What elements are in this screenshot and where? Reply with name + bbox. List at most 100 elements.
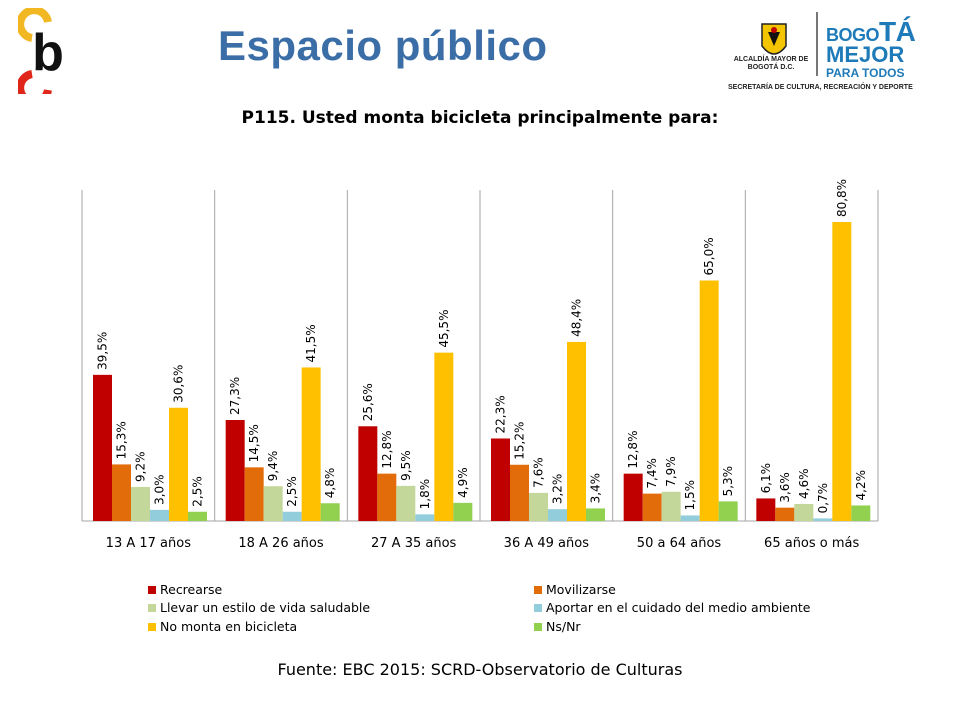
legend-label: Ns/Nr <box>546 619 581 634</box>
bar <box>93 374 112 521</box>
source-note: Fuente: EBC 2015: SCRD-Observatorio de C… <box>277 660 683 679</box>
x-tick-label: 13 A 17 años <box>106 536 192 551</box>
bar <box>263 486 283 521</box>
data-label: 3,4% <box>589 473 603 504</box>
page-title: Espacio público <box>218 22 548 69</box>
data-label: 45,5% <box>437 310 451 348</box>
logo-yellow-arc <box>16 6 52 42</box>
data-label: 27,3% <box>228 377 242 415</box>
data-label: 9,4% <box>266 451 280 482</box>
data-label: 7,9% <box>664 456 678 487</box>
data-label: 1,5% <box>683 480 697 511</box>
bar <box>567 341 586 521</box>
x-tick-label: 65 años o más <box>764 536 859 551</box>
x-tick-label: 36 A 49 años <box>504 536 590 551</box>
data-label: 41,5% <box>304 324 318 362</box>
data-label: 15,2% <box>513 422 527 460</box>
bogota-para-todos: PARA TODOS <box>826 66 905 80</box>
data-label: 65,0% <box>702 237 716 275</box>
data-label: 39,5% <box>96 332 110 370</box>
legend-label: Movilizarse <box>546 582 616 597</box>
data-label: 4,8% <box>323 468 337 499</box>
bar <box>851 505 871 521</box>
bar <box>680 515 700 521</box>
bar <box>415 514 435 521</box>
legend-swatch <box>148 623 156 631</box>
data-label: 7,6% <box>532 457 546 488</box>
bar <box>112 464 131 521</box>
bar <box>699 280 719 521</box>
data-label: 30,6% <box>172 365 186 403</box>
bar <box>491 438 510 521</box>
bogota-logo: ALCALDÍA MAYOR DE BOGOTÁ D.C. BOGOTÁ MEJ… <box>722 6 934 94</box>
data-label: 80,8% <box>835 179 849 217</box>
coat-of-arms-icon <box>761 23 787 55</box>
bar <box>282 511 302 521</box>
data-label: 4,9% <box>456 467 470 498</box>
bar <box>529 492 548 521</box>
legend-swatch <box>534 604 542 612</box>
logo-letter: b <box>32 24 64 82</box>
data-label: 5,3% <box>721 466 735 497</box>
legend-label: Aportar en el cuidado del medio ambiente <box>546 600 811 615</box>
legend-swatch <box>148 586 156 594</box>
data-label: 2,5% <box>285 476 299 507</box>
data-label: 7,4% <box>645 458 659 489</box>
data-label: 3,0% <box>153 474 167 505</box>
bar <box>794 503 814 521</box>
data-label: 48,4% <box>570 299 584 337</box>
bar <box>813 518 833 521</box>
data-label: 4,2% <box>854 470 868 501</box>
bar <box>453 502 473 521</box>
bar <box>396 485 416 521</box>
legend-label: No monta en bicicleta <box>160 619 297 634</box>
data-label: 12,8% <box>380 431 394 469</box>
legend-swatch <box>534 623 542 631</box>
legend-label: Recrearse <box>160 582 223 597</box>
legend-swatch <box>534 586 542 594</box>
data-label: 2,5% <box>191 476 205 507</box>
x-tick-label: 50 a 64 años <box>637 536 722 551</box>
data-label: 3,2% <box>551 474 565 505</box>
data-label: 4,6% <box>797 468 811 499</box>
bar <box>510 464 529 521</box>
bar <box>775 507 795 521</box>
bar <box>718 501 738 521</box>
x-tick-label: 27 A 35 años <box>371 536 457 551</box>
data-label: 14,5% <box>247 424 261 462</box>
bar <box>169 407 188 521</box>
data-label: 6,1% <box>759 463 773 494</box>
x-tick-label: 18 A 26 años <box>238 536 324 551</box>
bar <box>188 511 207 521</box>
bar <box>661 491 681 521</box>
secretaria-label: SECRETARÍA DE CULTURA, RECREACIÓN Y DEPO… <box>728 84 913 91</box>
data-label: 1,8% <box>418 479 432 510</box>
legend-label: Llevar un estilo de vida saludable <box>160 600 370 615</box>
bogota-mejor: MEJOR <box>826 42 905 67</box>
logo-divider <box>816 12 818 76</box>
bar <box>377 473 397 521</box>
bar <box>301 367 321 521</box>
chart-title: P115. Usted monta bicicleta principalmen… <box>241 108 719 128</box>
bar <box>320 503 340 521</box>
data-label: 22,3% <box>494 395 508 433</box>
data-label: 25,6% <box>361 383 375 421</box>
data-label: 9,2% <box>134 451 148 482</box>
bar <box>756 498 776 521</box>
data-label: 12,8% <box>626 431 640 469</box>
data-label: 15,3% <box>115 421 129 459</box>
data-label: 0,7% <box>816 483 830 514</box>
bar <box>244 467 264 521</box>
bogota-wordmark: BOGOTÁ <box>826 16 916 47</box>
legend-swatch <box>148 604 156 612</box>
alcaldia-label: ALCALDÍA MAYOR DE BOGOTÁ D.C. <box>733 56 809 71</box>
bar <box>150 509 169 521</box>
bar <box>131 486 150 521</box>
bar <box>434 352 454 521</box>
bar <box>548 509 567 521</box>
bar <box>832 222 852 522</box>
bar <box>358 426 378 521</box>
bar <box>642 493 662 521</box>
bar <box>225 419 245 521</box>
